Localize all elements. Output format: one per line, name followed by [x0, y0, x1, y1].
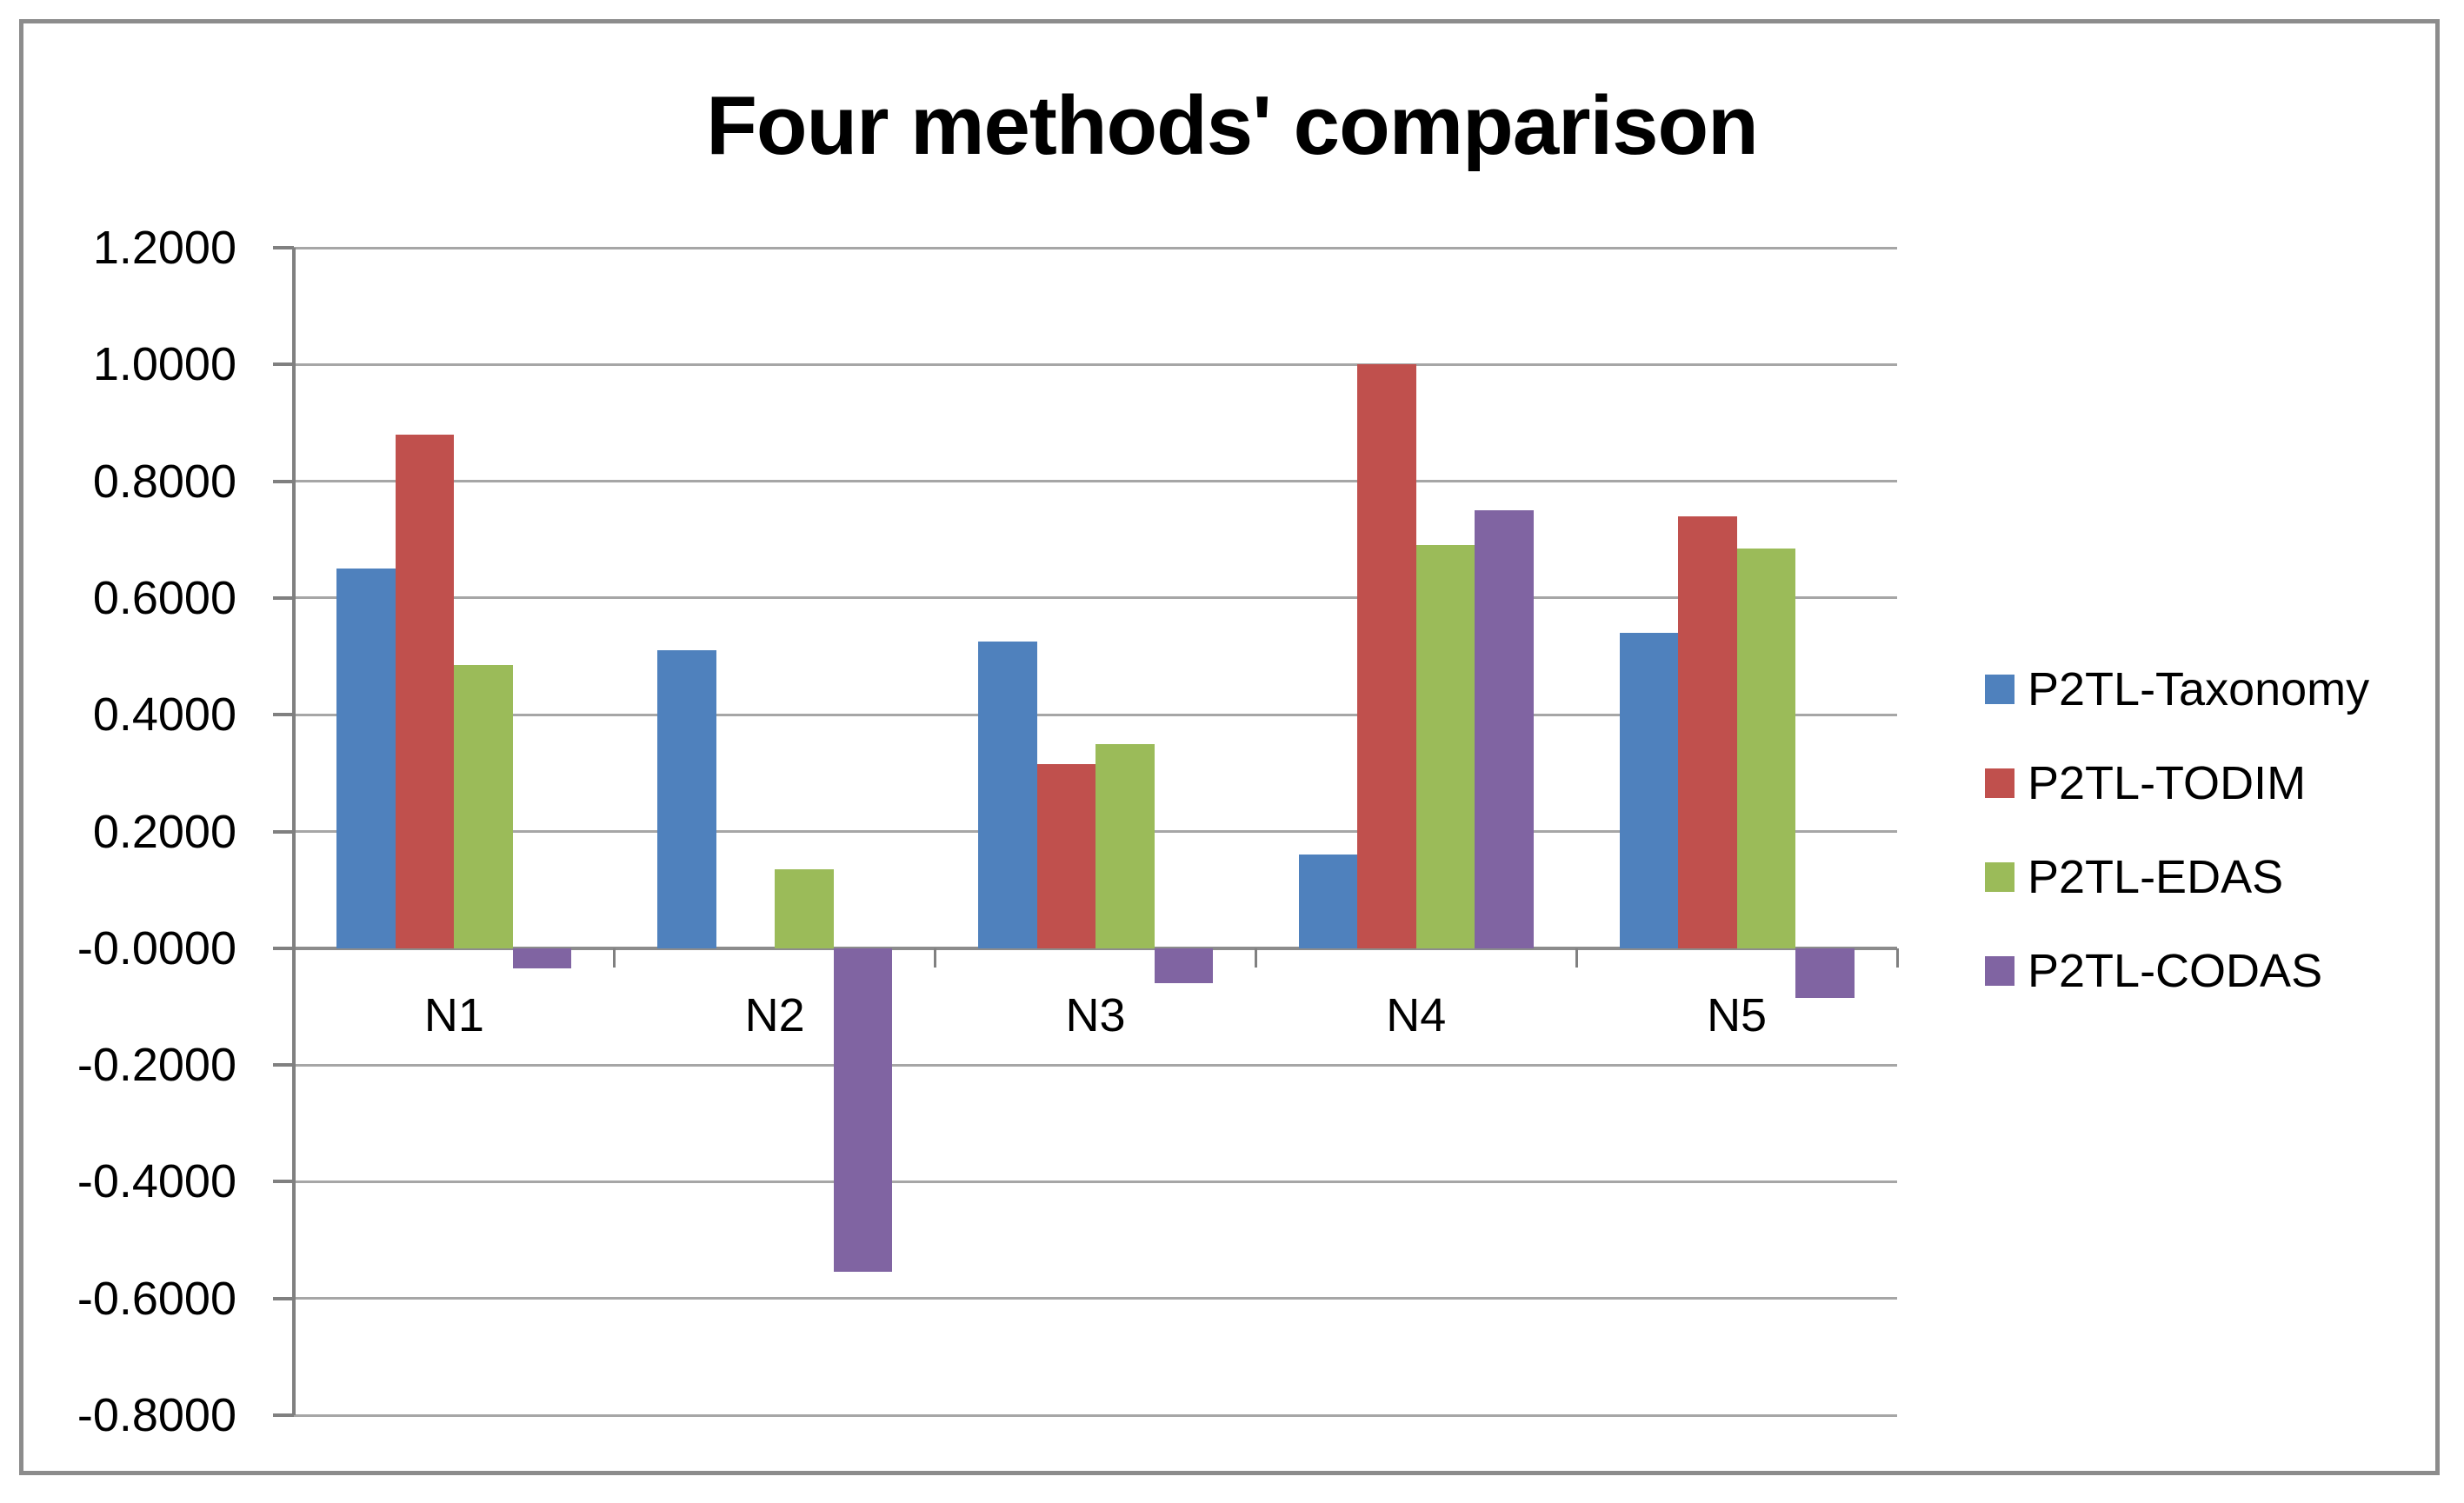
y-axis-line [292, 248, 296, 1415]
x-axis-zero-line [294, 946, 1897, 950]
bar-p2tl-todim-n4 [1357, 364, 1416, 948]
y-tick [273, 1180, 294, 1184]
y-tick [273, 1413, 294, 1417]
category-label-n4: N4 [1386, 989, 1447, 1041]
chart-title: Four methods' comparison [706, 79, 1759, 172]
legend-label: P2TL-CODAS [2028, 945, 2323, 997]
bar-p2tl-codas-n1 [512, 948, 572, 969]
bar-p2tl-codas-n4 [1475, 510, 1534, 948]
bar-p2tl-edas-n4 [1415, 545, 1475, 948]
bar-p2tl-todim-n3 [1036, 764, 1095, 948]
bar-p2tl-codas-n5 [1795, 948, 1855, 998]
x-tick [1895, 948, 1899, 968]
y-tick-label: -0.0000 [77, 921, 236, 974]
legend-label: P2TL-Taxonomy [2028, 663, 2370, 715]
bar-p2tl-taxonomy-n2 [657, 650, 716, 948]
legend-swatch [1985, 956, 2014, 986]
gridline [294, 246, 1897, 249]
y-tick [273, 246, 294, 249]
legend-label: P2TL-TODIM [2028, 757, 2307, 809]
y-tick-label: 0.6000 [92, 571, 236, 624]
y-tick [273, 362, 294, 367]
y-tick-label: -0.8000 [77, 1389, 236, 1441]
y-tick-label: -0.2000 [77, 1039, 236, 1092]
x-tick [1254, 948, 1257, 968]
category-label-n5: N5 [1707, 989, 1768, 1041]
bar-p2tl-taxonomy-n5 [1619, 633, 1679, 948]
bar-p2tl-edas-n3 [1095, 743, 1155, 948]
category-label-n2: N2 [744, 989, 805, 1041]
x-tick [613, 948, 616, 968]
x-tick [934, 948, 937, 968]
bar-p2tl-edas-n5 [1736, 548, 1796, 948]
gridline [294, 713, 1897, 716]
gridline [294, 1063, 1897, 1067]
gridline [294, 596, 1897, 600]
y-tick [273, 1063, 294, 1067]
category-label-n3: N3 [1065, 989, 1126, 1041]
x-tick [1575, 948, 1578, 968]
bar-p2tl-codas-n3 [1154, 948, 1213, 984]
bar-p2tl-todim-n5 [1678, 515, 1737, 948]
gridline [294, 362, 1897, 366]
gridline [294, 1413, 1897, 1417]
legend-swatch [1985, 675, 2014, 704]
legend-swatch [1985, 862, 2014, 892]
y-tick [273, 595, 294, 600]
legend-label: P2TL-EDAS [2028, 851, 2284, 903]
category-label-n1: N1 [423, 989, 484, 1041]
bar-p2tl-taxonomy-n3 [978, 642, 1037, 948]
y-tick [273, 1296, 294, 1300]
x-tick [292, 948, 296, 968]
gridline [294, 480, 1897, 483]
y-tick-label: 0.8000 [92, 455, 236, 508]
y-tick-label: 0.2000 [92, 805, 236, 858]
y-tick [273, 713, 294, 717]
y-tick-label: 1.0000 [92, 338, 236, 391]
y-tick [273, 829, 294, 834]
y-tick-label: 1.2000 [92, 222, 236, 274]
bar-p2tl-edas-n2 [775, 869, 834, 948]
bar-p2tl-taxonomy-n4 [1298, 855, 1358, 948]
figure-border [19, 19, 2440, 1475]
gridline [294, 1180, 1897, 1183]
y-tick [273, 946, 294, 950]
y-tick-label: -0.4000 [77, 1155, 236, 1208]
bar-p2tl-taxonomy-n1 [336, 569, 396, 948]
y-tick-label: -0.6000 [77, 1272, 236, 1325]
bar-p2tl-edas-n1 [454, 665, 513, 948]
bar-p2tl-todim-n1 [395, 434, 455, 948]
legend-swatch [1985, 768, 2014, 798]
y-tick-label: 0.4000 [92, 688, 236, 742]
bar-p2tl-codas-n2 [833, 948, 893, 1273]
gridline [294, 1297, 1897, 1300]
y-tick [273, 479, 294, 483]
